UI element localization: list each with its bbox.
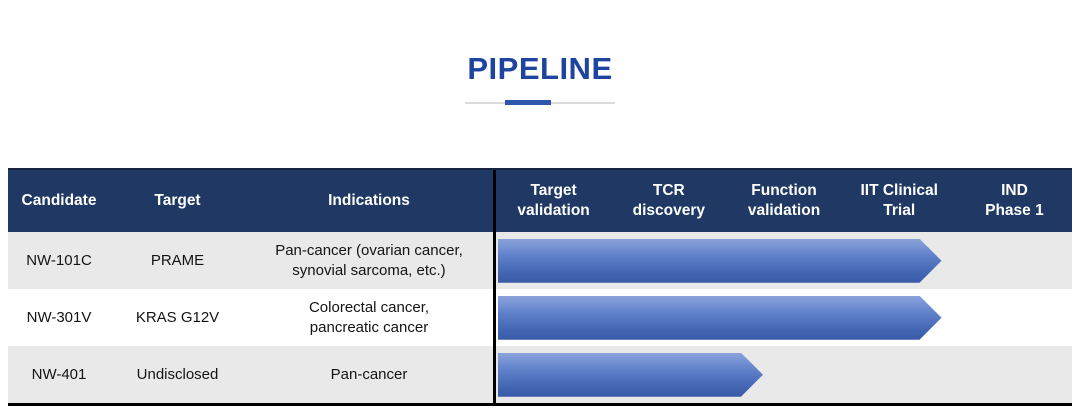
- phase-track: [493, 289, 1072, 347]
- table-row: NW-401 Undisclosed Pan-cancer: [8, 346, 1072, 404]
- pipeline-table: Candidate Target Indications Target vali…: [8, 168, 1072, 407]
- table-header-row: Candidate Target Indications Target vali…: [8, 170, 1072, 233]
- cell-target: PRAME: [150, 252, 205, 270]
- cell-target: Undisclosed: [136, 366, 219, 384]
- phase-header-group: Target validation TCR discovery Function…: [493, 170, 1072, 233]
- cell-target: KRAS G12V: [135, 309, 220, 327]
- header-cell-ind-phase-1: IND Phase 1: [985, 182, 1044, 220]
- stage-progress-arrow: [498, 296, 942, 340]
- header-cell-function-validation: Function validation: [747, 182, 821, 220]
- phase-track: [493, 346, 1072, 404]
- cell-candidate: NW-301V: [26, 309, 92, 327]
- title-divider: [465, 100, 615, 106]
- header-cell-target: Target: [154, 192, 201, 210]
- title-divider-accent: [505, 100, 551, 106]
- header-cell-indications: Indications: [328, 192, 410, 210]
- cell-candidate: NW-101C: [26, 252, 92, 270]
- stage-progress-arrow: [498, 239, 942, 283]
- header-cell-target-validation: Target validation: [517, 182, 590, 220]
- header-cell-tcr-discovery: TCR discovery: [632, 182, 705, 220]
- stage-progress-arrow: [498, 353, 763, 397]
- table-row: NW-301V KRAS G12V Colorectal cancer, pan…: [8, 289, 1072, 347]
- cell-candidate: NW-401: [31, 366, 87, 384]
- cell-indications: Colorectal cancer, pancreatic cancer: [308, 299, 430, 336]
- page-title: PIPELINE: [467, 51, 613, 86]
- header-cell-candidate: Candidate: [21, 192, 97, 210]
- header-cell-iit-clinical-trial: IIT Clinical Trial: [860, 182, 938, 220]
- cell-indications: Pan-cancer: [330, 365, 408, 383]
- table-row: NW-101C PRAME Pan-cancer (ovarian cancer…: [8, 232, 1072, 290]
- phase-track: [493, 232, 1072, 290]
- cell-indications: Pan-cancer (ovarian cancer, synovial sar…: [275, 242, 463, 279]
